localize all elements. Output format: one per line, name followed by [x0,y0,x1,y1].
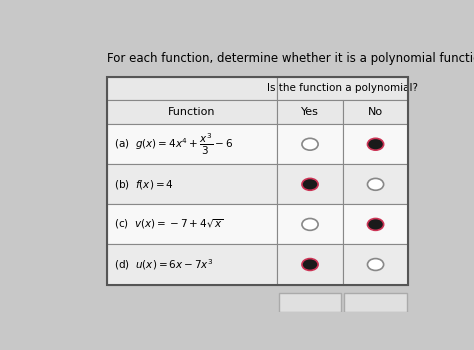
Circle shape [367,138,383,150]
Circle shape [302,138,318,150]
Circle shape [367,178,383,190]
Text: Is the function a polynomial?: Is the function a polynomial? [267,84,418,93]
FancyBboxPatch shape [343,124,408,164]
FancyBboxPatch shape [344,293,407,312]
FancyBboxPatch shape [277,77,408,100]
Circle shape [302,259,318,271]
FancyBboxPatch shape [343,164,408,204]
FancyBboxPatch shape [343,100,408,124]
Circle shape [302,178,318,190]
FancyBboxPatch shape [277,164,343,204]
FancyBboxPatch shape [343,244,408,285]
Text: (d)  $u(x)=6x-7x^3$: (d) $u(x)=6x-7x^3$ [114,257,214,272]
FancyBboxPatch shape [277,244,343,285]
Circle shape [302,218,318,230]
Text: (c)  $v(x)=-7+4\sqrt{x}$: (c) $v(x)=-7+4\sqrt{x}$ [114,218,224,231]
FancyBboxPatch shape [277,100,343,124]
FancyBboxPatch shape [343,204,408,244]
Circle shape [367,259,383,271]
FancyBboxPatch shape [107,100,277,124]
FancyBboxPatch shape [107,77,408,285]
Text: Function: Function [168,107,216,117]
FancyBboxPatch shape [277,204,343,244]
FancyBboxPatch shape [107,164,277,204]
Circle shape [367,218,383,230]
Text: No: No [368,107,383,117]
Text: ↺: ↺ [370,295,382,309]
FancyBboxPatch shape [107,204,277,244]
FancyBboxPatch shape [279,293,341,312]
FancyBboxPatch shape [107,77,277,100]
Text: Yes: Yes [301,107,319,117]
FancyBboxPatch shape [107,244,277,285]
FancyBboxPatch shape [107,124,277,164]
FancyBboxPatch shape [277,124,343,164]
Text: (b)  $f(x)=4$: (b) $f(x)=4$ [114,178,174,191]
Text: ×: × [304,295,316,309]
Text: (a)  $g(x)=4x^4+\dfrac{x^3}{3}-6$: (a) $g(x)=4x^4+\dfrac{x^3}{3}-6$ [114,132,233,157]
Text: For each function, determine whether it is a polynomial function.: For each function, determine whether it … [107,52,474,65]
